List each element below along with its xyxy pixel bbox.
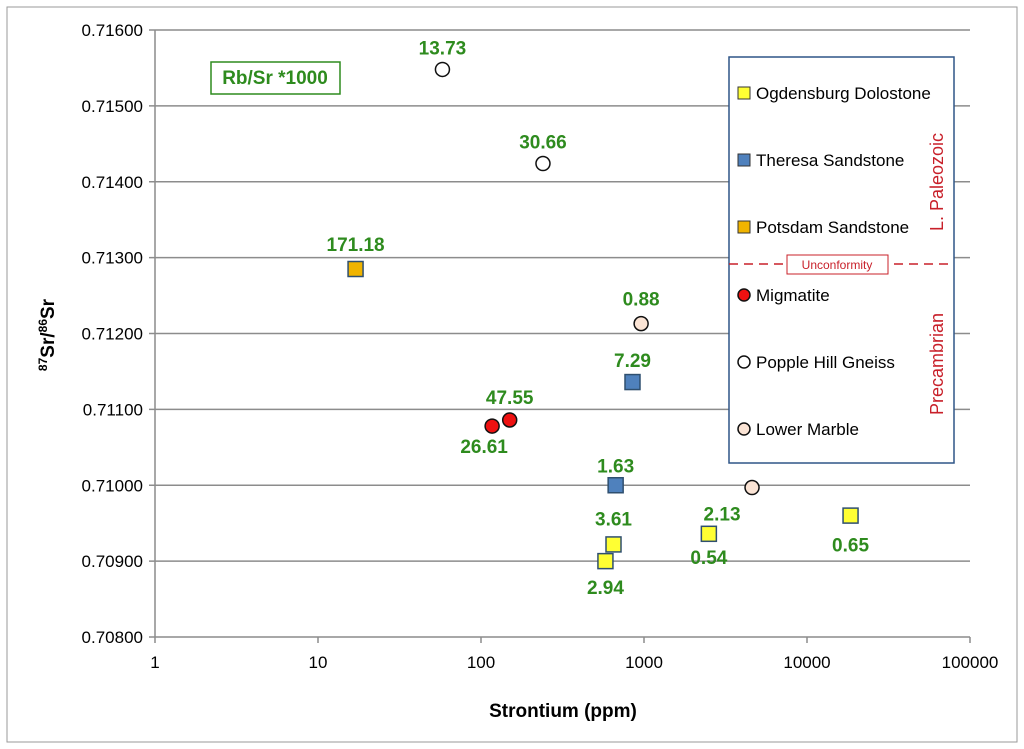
data-point-square xyxy=(605,536,622,553)
y-axis-title-part2: Sr xyxy=(38,298,59,319)
y-tick-label: 0.71400 xyxy=(82,173,143,192)
data-point-circle xyxy=(633,315,649,332)
data-point-circle xyxy=(484,418,500,434)
axes xyxy=(154,30,971,643)
data-point-square xyxy=(842,507,859,524)
x-axis-title: Strontium (ppm) xyxy=(489,701,637,722)
y-tick-label: 0.71200 xyxy=(82,325,143,344)
data-label: 1.63 xyxy=(597,456,634,477)
y-axis-title: 87Sr/86Sr xyxy=(36,298,59,371)
legend-marker-circle xyxy=(737,288,751,302)
y-tick-label: 0.71500 xyxy=(82,97,143,116)
data-label: 26.61 xyxy=(460,437,508,458)
y-axis-title-sup1: 87 xyxy=(36,357,50,371)
legend-items: Ogdensburg Dolostone Theresa Sandstone Pot… xyxy=(737,84,931,439)
legend-marker-circle xyxy=(737,422,751,436)
data-point-circle xyxy=(501,412,518,428)
era-label-precambrian: Precambrian xyxy=(927,313,947,415)
data-label: 0.65 xyxy=(832,536,869,557)
x-tick-labels: 1 10 100 1000 10000 100000 xyxy=(150,653,998,672)
x-tick-label: 1000 xyxy=(625,653,663,672)
data-point-square xyxy=(624,373,641,391)
data-label: 0.88 xyxy=(623,290,660,311)
data-label: 0.54 xyxy=(690,548,727,569)
legend: Unconformity L. Paleozoic Precambrian Og… xyxy=(728,56,955,464)
unconformity-label-box xyxy=(786,254,889,275)
x-tick-label: 1 xyxy=(150,653,159,672)
data-label: 30.66 xyxy=(519,133,567,154)
data-label: 13.73 xyxy=(419,38,467,59)
legend-label: Lower Marble xyxy=(756,420,859,439)
rb-sr-annotation-box xyxy=(210,61,341,95)
legend-label: Migmatite xyxy=(756,286,830,305)
legend-marker-square xyxy=(737,86,751,100)
data-label: 47.55 xyxy=(486,388,534,409)
y-tick-label: 0.71000 xyxy=(82,476,143,495)
y-tick-label: 0.71100 xyxy=(83,400,143,419)
data-point-circle xyxy=(535,155,551,172)
data-label: 2.13 xyxy=(704,505,741,526)
legend-label: Potsdam Sandstone xyxy=(756,218,909,237)
legend-marker-circle xyxy=(737,355,751,369)
legend-label: Theresa Sandstone xyxy=(756,151,904,170)
data-points xyxy=(347,61,859,570)
y-tick-label: 0.70800 xyxy=(82,628,143,647)
data-label: 3.61 xyxy=(595,509,632,530)
data-label: 7.29 xyxy=(614,351,651,372)
y-tick-label: 0.71300 xyxy=(82,249,143,268)
data-point-square xyxy=(347,260,364,278)
data-point-square xyxy=(597,552,614,570)
x-tick-label: 10000 xyxy=(783,653,830,672)
data-label: 171.18 xyxy=(327,235,385,256)
x-tick-label: 10 xyxy=(309,653,328,672)
data-point-square xyxy=(700,525,718,543)
rb-sr-annotation: Rb/Sr *1000 xyxy=(210,61,341,95)
data-point-square xyxy=(607,477,624,494)
y-tick-label: 0.71600 xyxy=(82,21,143,40)
rb-sr-annotation-text: Rb/Sr *1000 xyxy=(222,68,328,89)
y-tick-labels: 0.71600 0.71500 0.71400 0.71300 0.71200 0.711… xyxy=(82,21,143,647)
x-tick-label: 100 xyxy=(467,653,495,672)
era-label-paleozoic: L. Paleozoic xyxy=(927,133,947,231)
y-axis-title-sup2: 86 xyxy=(36,319,50,333)
legend-label: Ogdensburg Dolostone xyxy=(756,84,931,103)
legend-label: Popple Hill Gneiss xyxy=(756,353,895,372)
data-labels: 2.94 3.61 0.54 0.65 7.29 1.63 171.18 47.55 26.61… xyxy=(327,38,870,599)
legend-marker-square xyxy=(737,220,751,234)
x-tick-label: 100000 xyxy=(942,653,999,672)
legend-marker-square xyxy=(737,153,751,167)
y-axis-title-part1: Sr/ xyxy=(38,332,59,358)
data-point-circle xyxy=(744,479,760,496)
data-label: 2.94 xyxy=(587,578,624,599)
unconformity-label: Unconformity xyxy=(802,258,873,272)
data-point-circle xyxy=(434,61,451,78)
y-tick-label: 0.70900 xyxy=(82,552,143,571)
